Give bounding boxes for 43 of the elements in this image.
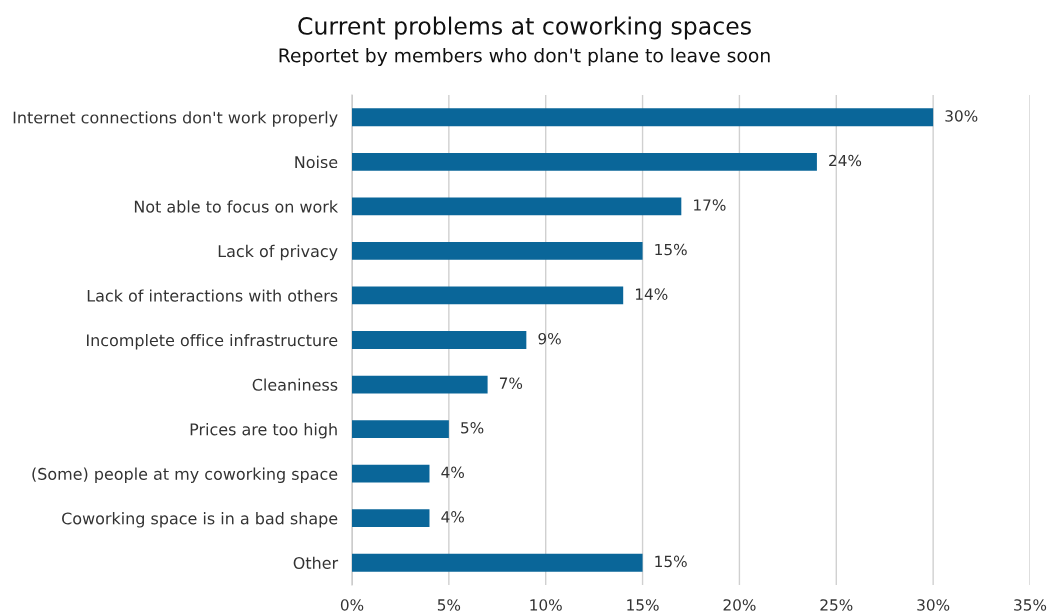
y-tick-label: Lack of privacy: [218, 244, 338, 261]
y-tick-label: (Some) people at my coworking space: [32, 467, 338, 484]
chart-subtitle: Reportet by members who don't plane to leave soon: [279, 47, 770, 67]
y-tick-label: Cleaniness: [252, 378, 338, 391]
x-tick-label: 10%: [530, 599, 562, 611]
x-tick-label: 20%: [723, 599, 756, 611]
data-label: 9%: [538, 332, 561, 345]
y-tick-label: Not able to focus on work: [134, 200, 339, 213]
bar: [352, 331, 527, 349]
bar: [352, 420, 449, 438]
y-tick-label: Lack of interactions with others: [87, 289, 338, 302]
x-tick-label: 0%: [340, 599, 364, 611]
y-tick-label: Noise: [295, 155, 338, 169]
bar: [352, 553, 643, 572]
x-tick-label: 25%: [820, 599, 853, 611]
y-tick-label: Coworking space is in a bad shape: [62, 512, 338, 528]
data-label: 4%: [441, 466, 464, 479]
x-tick-label: 15%: [627, 599, 659, 611]
data-label: 4%: [441, 511, 464, 523]
bar: [352, 375, 488, 394]
y-tick-label: Incomplete office infrastructure: [87, 333, 338, 350]
data-label: 15%: [655, 243, 687, 256]
y-tick-label: Internet connections don't work properly: [13, 111, 338, 127]
data-label: 24%: [829, 154, 862, 167]
data-label: 17%: [694, 199, 726, 211]
y-tick-label: Other: [293, 556, 339, 570]
bar: [352, 509, 430, 528]
bar: [352, 197, 682, 216]
bar: [352, 242, 643, 260]
chart-title: Current problems at coworking spaces: [298, 16, 751, 40]
x-tick-label: 30%: [917, 599, 950, 611]
data-label: 30%: [945, 110, 978, 122]
data-label: 7%: [499, 377, 523, 389]
y-tick-label: Prices are too high: [190, 423, 337, 439]
bar: [352, 286, 624, 305]
x-tick-label: 5%: [437, 599, 461, 611]
bar: [352, 152, 817, 171]
x-tick-label: 35%: [1014, 599, 1047, 611]
data-label: 5%: [461, 421, 484, 434]
data-label: 14%: [635, 288, 668, 300]
data-label: 15%: [655, 555, 687, 568]
bar: [352, 108, 934, 127]
bar: [352, 464, 430, 483]
